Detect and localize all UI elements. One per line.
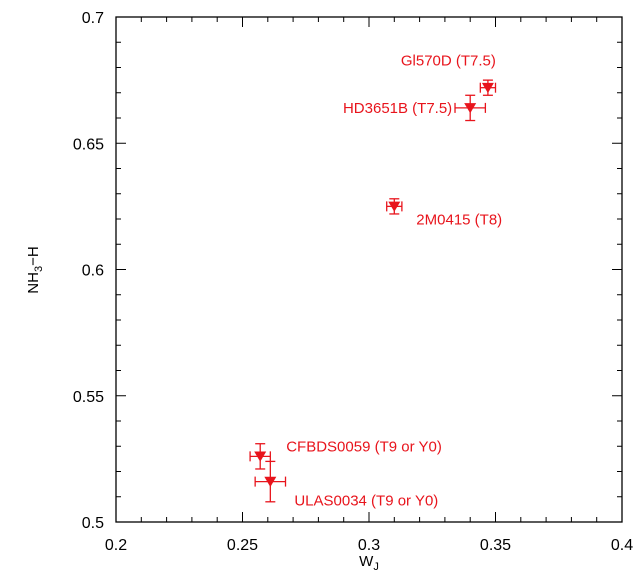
x-tick-label: 0.2 (105, 537, 127, 554)
y-tick-label: 0.7 (82, 10, 104, 27)
y-axis-title-sub: 3 (33, 266, 45, 272)
x-axis-title: WJ (359, 553, 379, 571)
x-tick-label: 0.35 (480, 537, 511, 554)
y-tick-label: 0.55 (73, 389, 104, 406)
point-label: CFBDS0059 (T9 or Y0) (286, 438, 442, 455)
y-tick-label: 0.65 (73, 136, 104, 153)
x-axis-title-sub: J (373, 561, 379, 571)
triangle-marker (264, 476, 277, 487)
data-point: 2M0415 (T8) (386, 198, 502, 228)
triangle-marker (388, 201, 401, 212)
x-tick-label: 0.4 (611, 537, 633, 554)
x-axis-title-main: W (359, 553, 374, 570)
triangle-marker (254, 451, 267, 462)
y-tick-label: 0.5 (82, 515, 104, 532)
data-point: HD3651B (T7.5) (343, 94, 487, 122)
data-points: Gl570D (T7.5) HD3651B (T7.5) 2M0415 (T8) CF… (249, 53, 502, 510)
triangle-marker (464, 103, 477, 114)
point-label: HD3651B (T7.5) (343, 100, 452, 117)
triangle-marker (481, 82, 494, 94)
data-point: CFBDS0059 (T9 or Y0) (249, 438, 442, 470)
y-tick-label: 0.6 (82, 263, 104, 280)
axis-ticks: 0.2 0.25 0.3 0.35 0.4 0.5 0.55 0.6 0.65 0.7 (73, 10, 633, 554)
x-tick-label: 0.25 (227, 537, 258, 554)
point-label: Gl570D (T7.5) (401, 53, 496, 70)
data-point: Gl570D (T7.5) (401, 53, 497, 96)
x-tick-label: 0.3 (358, 537, 380, 554)
point-label: 2M0415 (T8) (416, 211, 502, 228)
y-axis-title: NH3−H (25, 246, 45, 293)
point-label: ULAS0034 (T9 or Y0) (294, 493, 438, 510)
y-axis-title-post: −H (25, 246, 42, 266)
y-axis-title-pre: NH (25, 272, 42, 294)
data-point: ULAS0034 (T9 or Y0) (254, 460, 438, 510)
